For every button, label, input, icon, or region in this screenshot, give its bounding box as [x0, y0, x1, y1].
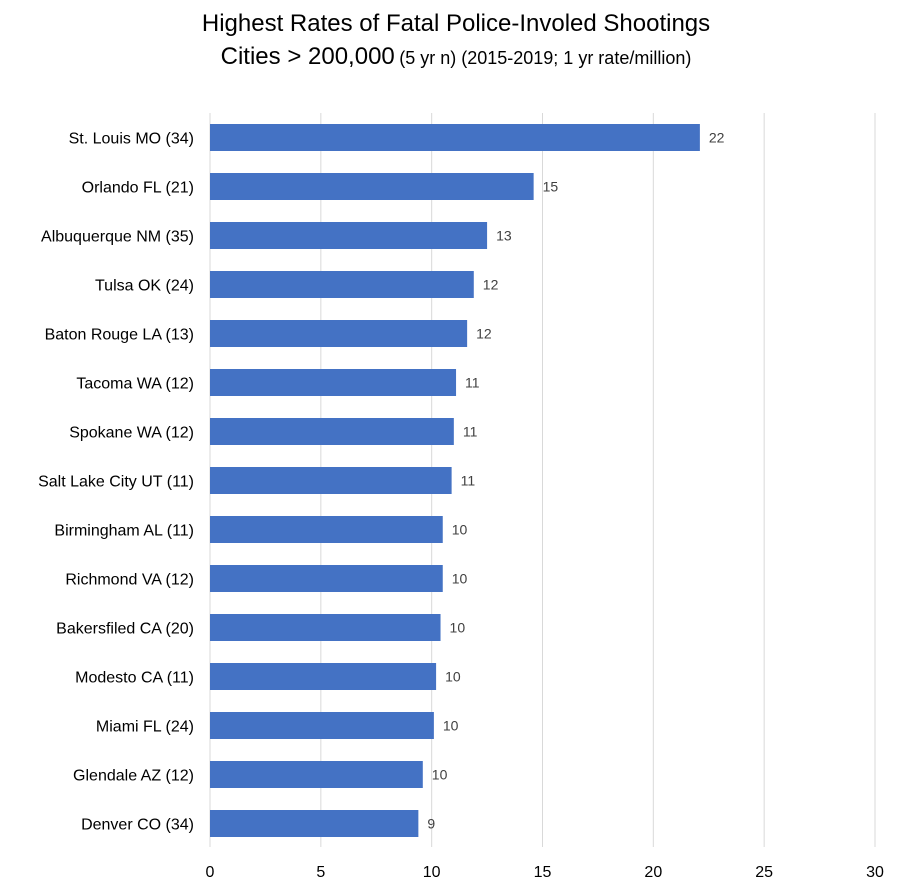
value-label-10: 10 [450, 620, 466, 636]
x-tick-label-4: 20 [644, 864, 662, 881]
category-label-5: Tacoma WA (12) [76, 376, 194, 393]
x-tick-label-2: 10 [423, 864, 441, 881]
bar-4 [210, 320, 468, 347]
value-label-3: 12 [483, 277, 499, 293]
category-label-14: Denver CO (34) [81, 817, 194, 834]
category-label-11: Modesto CA (11) [75, 670, 194, 687]
category-label-7: Salt Lake City UT (11) [38, 474, 194, 491]
value-label-14: 9 [427, 816, 435, 832]
category-label-13: Glendale AZ (12) [73, 768, 194, 785]
bar-6 [210, 418, 454, 445]
value-label-13: 10 [432, 767, 448, 783]
bar-14 [210, 810, 419, 837]
bar-13 [210, 761, 423, 788]
value-label-5: 11 [465, 375, 480, 391]
chart-title: Highest Rates of Fatal Police-Involed Sh… [0, 8, 912, 77]
x-tick-label-3: 15 [534, 864, 552, 881]
value-label-12: 10 [443, 718, 459, 734]
bar-10 [210, 614, 441, 641]
bar-3 [210, 271, 474, 298]
value-label-4: 12 [476, 326, 492, 342]
category-label-1: Orlando FL (21) [82, 180, 194, 197]
value-label-9: 10 [452, 571, 468, 587]
value-label-7: 11 [461, 473, 476, 489]
x-tick-label-0: 0 [206, 864, 215, 881]
category-label-9: Richmond VA (12) [65, 572, 194, 589]
category-label-12: Miami FL (24) [96, 719, 194, 736]
category-label-0: St. Louis MO (34) [69, 131, 194, 148]
value-label-6: 11 [463, 424, 478, 440]
value-label-0: 22 [709, 130, 725, 146]
chart-title-line2: Cities > 200,000 (5 yr n) (2015-2019; 1 … [0, 40, 912, 77]
category-label-8: Birmingham AL (11) [54, 523, 194, 540]
category-label-2: Albuquerque NM (35) [41, 229, 194, 246]
bar-2 [210, 222, 488, 249]
bar-8 [210, 516, 443, 543]
bar-5 [210, 369, 457, 396]
category-label-10: Bakersfiled CA (20) [56, 621, 194, 638]
value-label-2: 13 [496, 228, 512, 244]
category-label-4: Baton Rouge LA (13) [45, 327, 194, 344]
bar-7 [210, 467, 452, 494]
bar-12 [210, 712, 434, 739]
bar-0 [210, 124, 700, 151]
value-label-8: 10 [452, 522, 468, 538]
category-label-6: Spokane WA (12) [69, 425, 194, 442]
bar-11 [210, 663, 437, 690]
chart-subtitle: (5 yr n) (2015-2019; 1 yr rate/million) [399, 48, 692, 68]
value-label-1: 15 [543, 179, 559, 195]
category-label-3: Tulsa OK (24) [95, 278, 194, 295]
bar-9 [210, 565, 443, 592]
x-tick-label-1: 5 [316, 864, 325, 881]
bar-1 [210, 173, 534, 200]
x-tick-label-6: 30 [866, 864, 884, 881]
value-label-11: 10 [445, 669, 461, 685]
chart-title-line1: Highest Rates of Fatal Police-Involed Sh… [201, 10, 711, 37]
chart-title-line2-main: Cities > 200,000 [220, 43, 395, 70]
x-tick-label-5: 25 [755, 864, 773, 881]
